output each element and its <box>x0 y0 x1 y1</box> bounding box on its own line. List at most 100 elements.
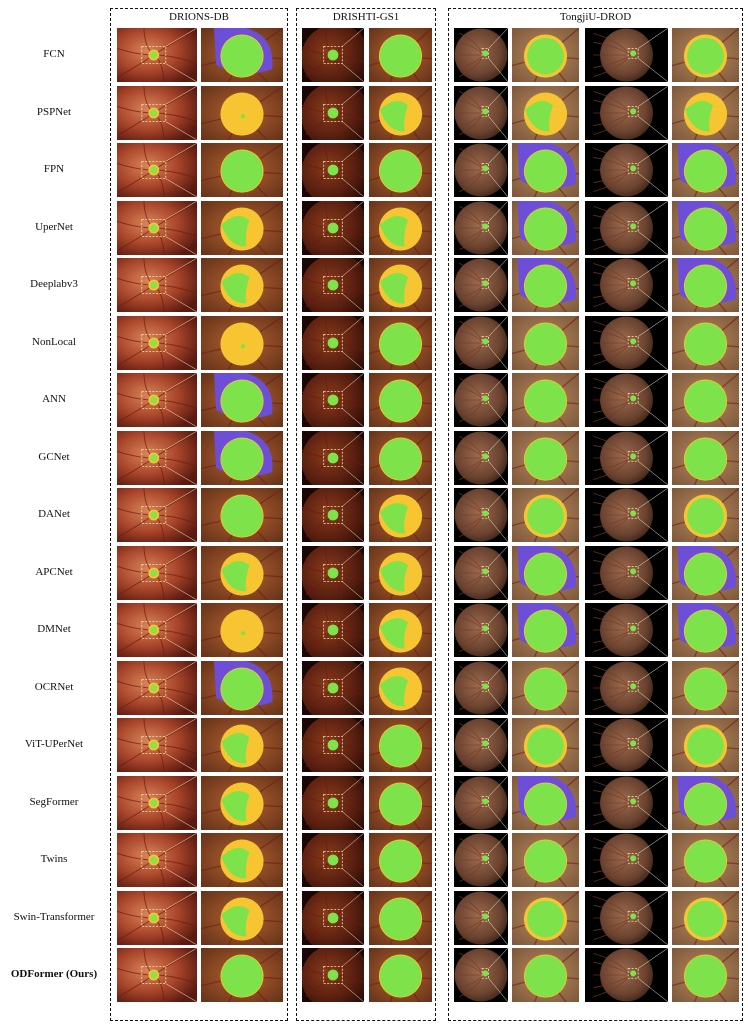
fundus-image <box>302 28 364 82</box>
fundus-image <box>454 258 508 312</box>
fundus-image <box>454 430 508 485</box>
zoomed-optic-disc-image <box>512 373 579 427</box>
zoomed-optic-disc-image <box>201 430 283 485</box>
zoomed-optic-disc-image <box>672 890 739 945</box>
zoomed-optic-disc-image <box>512 660 579 715</box>
zoomed-optic-disc-image <box>201 258 283 312</box>
zoomed-optic-disc-image <box>201 948 283 1002</box>
fundus-image <box>117 718 197 772</box>
row-label: Deeplabv3 <box>30 278 78 290</box>
row-label: DANet <box>38 508 70 520</box>
zoomed-optic-disc-image <box>369 28 432 82</box>
fundus-image <box>302 545 364 600</box>
zoomed-optic-disc-image <box>201 660 283 715</box>
zoomed-optic-disc-image <box>672 28 739 82</box>
zoomed-optic-disc-image <box>512 258 579 312</box>
zoomed-optic-disc-image <box>672 430 739 485</box>
zoomed-optic-disc-image <box>672 948 739 1002</box>
zoomed-optic-disc-image <box>201 775 283 830</box>
zoomed-optic-disc-image <box>369 545 432 600</box>
zoomed-optic-disc-image <box>201 545 283 600</box>
fundus-image <box>117 85 197 140</box>
fundus-image <box>302 948 364 1002</box>
group-title: DRISHTI-GS1 <box>332 11 400 23</box>
zoomed-optic-disc-image <box>369 315 432 370</box>
zoomed-optic-disc-image <box>672 258 739 312</box>
fundus-image <box>302 85 364 140</box>
fundus-image <box>117 430 197 485</box>
fundus-image <box>585 200 668 255</box>
zoomed-optic-disc-image <box>672 488 739 542</box>
fundus-image <box>454 948 508 1002</box>
row-label: GCNet <box>38 450 70 463</box>
fundus-image <box>302 718 364 772</box>
fundus-image <box>302 660 364 715</box>
zoomed-optic-disc-image <box>672 545 739 600</box>
zoomed-optic-disc-image <box>369 603 432 657</box>
fundus-image <box>454 85 508 140</box>
zoomed-optic-disc-image <box>672 85 739 140</box>
fundus-image <box>585 85 668 140</box>
zoomed-optic-disc-image <box>201 488 283 542</box>
zoomed-optic-disc-image <box>201 315 283 370</box>
zoomed-optic-disc-image <box>369 775 432 830</box>
fundus-image <box>117 890 197 945</box>
fundus-image <box>454 718 508 772</box>
fundus-image <box>585 890 668 945</box>
zoomed-optic-disc-image <box>672 660 739 715</box>
zoomed-optic-disc-image <box>672 718 739 772</box>
zoomed-optic-disc-image <box>512 85 579 140</box>
zoomed-optic-disc-image <box>672 373 739 427</box>
zoomed-optic-disc-image <box>201 85 283 140</box>
fundus-image <box>585 488 668 542</box>
fundus-image <box>585 430 668 485</box>
zoomed-optic-disc-image <box>512 833 579 887</box>
row-label: PSPNet <box>36 105 72 118</box>
zoomed-optic-disc-image <box>512 143 579 197</box>
zoomed-optic-disc-image <box>201 603 283 657</box>
zoomed-optic-disc-image <box>512 775 579 830</box>
fundus-image <box>454 28 508 82</box>
fundus-image <box>585 775 668 830</box>
fundus-image <box>117 775 197 830</box>
fundus-image <box>117 603 197 657</box>
row-label: ViT-UPerNet <box>24 738 84 750</box>
fundus-image <box>585 833 668 887</box>
fundus-image <box>454 143 508 197</box>
row-label: Swin-Transformer <box>13 910 95 923</box>
fundus-image <box>454 315 508 370</box>
zoomed-optic-disc-image <box>201 833 283 887</box>
fundus-image <box>302 430 364 485</box>
zoomed-optic-disc-image <box>672 603 739 657</box>
zoomed-optic-disc-image <box>512 315 579 370</box>
zoomed-optic-disc-image <box>369 200 432 255</box>
zoomed-optic-disc-image <box>369 718 432 772</box>
fundus-image <box>117 948 197 1002</box>
fundus-image <box>302 373 364 427</box>
zoomed-optic-disc-image <box>512 718 579 772</box>
zoomed-optic-disc-image <box>512 488 579 542</box>
row-label: OCRNet <box>34 680 74 693</box>
group-box-drishti: DRISHTI-GS1 <box>296 8 436 1021</box>
fundus-image <box>454 833 508 887</box>
group-title: DRIONS-DB <box>169 11 229 23</box>
zoomed-optic-disc-image <box>369 948 432 1002</box>
zoomed-optic-disc-image <box>369 430 432 485</box>
fundus-image <box>302 200 364 255</box>
zoomed-optic-disc-image <box>369 833 432 887</box>
zoomed-optic-disc-image <box>672 143 739 197</box>
zoomed-optic-disc-image <box>369 143 432 197</box>
zoomed-optic-disc-image <box>672 315 739 370</box>
fundus-image <box>117 373 197 427</box>
zoomed-optic-disc-image <box>369 488 432 542</box>
zoomed-optic-disc-image <box>369 85 432 140</box>
zoomed-optic-disc-image <box>201 143 283 197</box>
row-label: NonLocal <box>32 335 76 348</box>
zoomed-optic-disc-image <box>201 890 283 945</box>
fundus-image <box>585 718 668 772</box>
fundus-image <box>585 660 668 715</box>
fundus-image <box>302 890 364 945</box>
row-label: ANN <box>42 393 66 405</box>
zoomed-optic-disc-image <box>369 890 432 945</box>
fundus-image <box>454 660 508 715</box>
